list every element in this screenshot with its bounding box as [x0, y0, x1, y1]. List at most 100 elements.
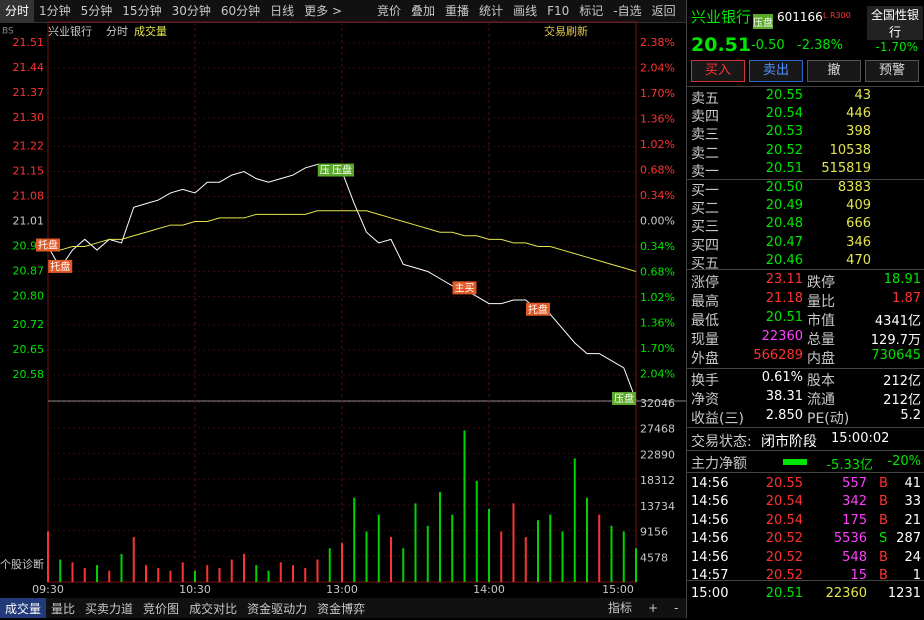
stat-label: 涨停	[691, 275, 719, 291]
book-volume: 470	[846, 252, 871, 268]
book-volume: 409	[846, 198, 871, 214]
annotation-box	[526, 302, 550, 316]
book-label: 卖四	[691, 109, 719, 126]
y2-tick-label: 1.70%	[640, 87, 675, 100]
status-time: 15:00:02	[831, 431, 890, 446]
tool-tab[interactable]: 分时	[0, 0, 35, 22]
book-label: 卖五	[691, 91, 719, 107]
tool-button[interactable]: -自选	[613, 4, 642, 18]
trade-volume: 5536	[833, 531, 867, 547]
bottom-button[interactable]: 指标	[608, 601, 633, 615]
book-label: 卖三	[691, 127, 719, 144]
stat-value: 38.31	[765, 389, 803, 404]
separator	[687, 179, 924, 180]
trade-count: 33	[904, 494, 921, 510]
trade-volume: 557	[842, 476, 867, 491]
stat-value: 22360	[761, 329, 803, 344]
trade-time: 14:56	[691, 494, 729, 510]
x-tick-label: 09:30	[32, 583, 64, 596]
bottom-tab[interactable]: 成交对比	[189, 602, 238, 616]
trade-time: 14:56	[691, 512, 729, 528]
stock-name: 兴业银行	[691, 8, 752, 26]
toolbar: 分时 1分钟 5分钟 15分钟 30分钟 60分钟 日线 更多 >	[0, 0, 686, 23]
y2-tick-label: 0.00%	[640, 215, 675, 228]
action-button[interactable]: 撤	[807, 60, 861, 82]
bottom-tab[interactable]: 成交量	[0, 598, 47, 618]
tool-button[interactable]: 竞价	[377, 4, 402, 18]
bottom-tab[interactable]: 资金驱动力	[247, 602, 308, 616]
chart: 兴业银行 分时 成交量 交易刷新 BS 个股诊断 21.51 21.44 21.37…	[0, 21, 686, 596]
action-button[interactable]: 买入	[691, 60, 745, 82]
tool-button[interactable]: 画线	[513, 4, 538, 18]
trade-price: 20.52	[765, 549, 803, 565]
stat-label: 内盘	[807, 351, 835, 367]
annotation-text: 压盘	[614, 392, 634, 405]
tool-button[interactable]: 统计	[479, 4, 504, 18]
indicator: 成交量	[134, 24, 167, 38]
status-value: 闭市阶段	[761, 434, 817, 450]
tool-button[interactable]: 标记	[579, 4, 604, 18]
trade-price: 20.52	[765, 531, 803, 547]
tool-tab[interactable]: 更多 >	[304, 4, 343, 18]
action-button[interactable]: 卖出	[749, 60, 803, 82]
trade-count: 21	[904, 512, 921, 528]
badge: 压盘	[753, 14, 773, 29]
tool-button[interactable]: 重播	[445, 4, 470, 18]
trade-count: 41	[904, 476, 921, 491]
annotation-box	[330, 163, 354, 177]
trade-time: 14:56	[691, 531, 729, 547]
y-tick-label: 21.37	[13, 86, 45, 99]
x-tick-label: 13:00	[326, 583, 358, 596]
action-button[interactable]: 预警	[865, 60, 919, 82]
trade-price: 20.54	[765, 512, 803, 528]
tool-tab[interactable]: 日线	[270, 4, 295, 18]
trade-side: B	[879, 568, 888, 583]
stat-label: 最低	[691, 313, 719, 329]
trade-volume: 175	[842, 512, 867, 528]
refresh[interactable]: 交易刷新	[544, 24, 588, 38]
stock-code: 601166	[777, 10, 823, 24]
annotation-text: 托盘	[38, 238, 58, 251]
book-volume: 515819	[821, 160, 871, 176]
trade-price: 20.55	[765, 476, 803, 491]
bottom-tab[interactable]: 量比	[51, 602, 76, 616]
tool-button[interactable]: F10	[547, 4, 570, 18]
tool-tab[interactable]: 30分钟	[171, 4, 211, 18]
bottom-tab[interactable]: 资金博弈	[317, 602, 366, 616]
tool-tab[interactable]: 5分钟	[80, 4, 113, 18]
book-volume: 666	[846, 216, 871, 232]
annotation: 托盘	[36, 238, 60, 252]
change-pct: -2.38%	[797, 38, 843, 53]
y-tick-label: 21.51	[13, 36, 45, 49]
volume-tick-label: 32046	[640, 397, 675, 410]
y-tick-label: 21.22	[13, 140, 45, 153]
separator	[687, 368, 924, 369]
tags: L R300	[823, 11, 851, 20]
tool-button[interactable]: 叠加	[411, 4, 436, 18]
volume-tick-label: 13734	[640, 500, 675, 513]
bottom-button[interactable]: +	[648, 601, 659, 615]
book-price: 20.53	[765, 124, 803, 140]
y-tick-label: 21.15	[13, 165, 45, 178]
bs-icon[interactable]: BS	[2, 27, 14, 37]
book-label: 卖一	[691, 163, 719, 180]
bottom-tab[interactable]: 买卖力道	[85, 602, 134, 616]
bottom-button[interactable]: -	[674, 601, 679, 615]
tool-tab[interactable]: 15分钟	[122, 4, 162, 18]
trade-volume: 548	[842, 549, 867, 565]
volume-tick-label: 9156	[640, 526, 668, 539]
annotation-box	[612, 392, 636, 405]
tool-tab[interactable]: 60分钟	[220, 4, 261, 18]
book-price: 20.46	[765, 252, 803, 268]
volume-tick-label: 27468	[640, 423, 675, 436]
book-volume: 8383	[837, 180, 871, 195]
bottom-tab[interactable]: 竞价图	[143, 602, 180, 616]
tool-button[interactable]: 返回	[651, 4, 676, 18]
diagnose[interactable]: 个股诊断	[0, 557, 44, 571]
y2-tick-label: 1.02%	[640, 291, 675, 304]
tool-tab[interactable]: 1分钟	[39, 4, 71, 18]
trade-price: 20.52	[765, 568, 803, 583]
trade-volume: 15	[850, 568, 867, 583]
y2-tick-label: 2.38%	[640, 36, 675, 49]
stat-label: 最高	[691, 294, 719, 310]
